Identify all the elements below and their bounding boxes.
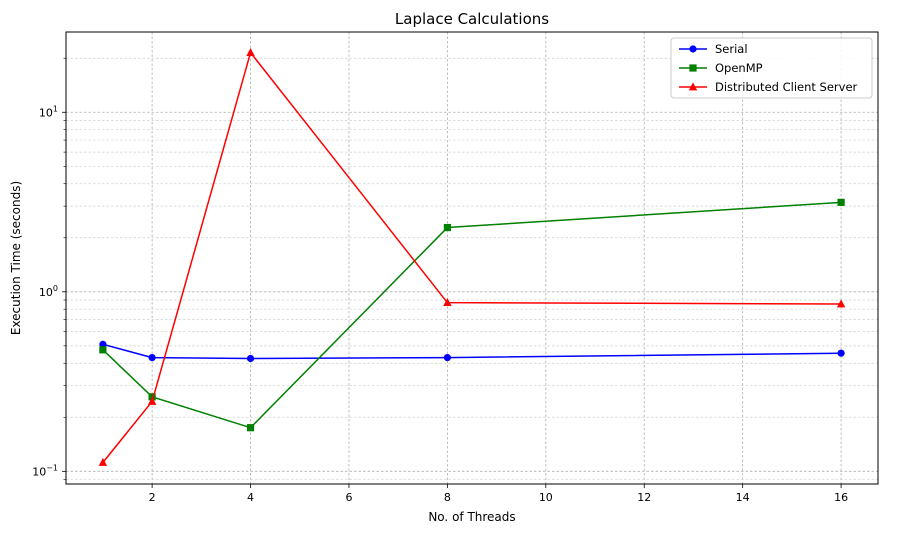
legend-item: Serial — [679, 42, 748, 56]
data-point — [443, 298, 452, 307]
data-point — [148, 354, 156, 362]
x-tick-label: 2 — [149, 491, 156, 504]
data-point — [99, 346, 107, 354]
plot-frame — [65, 31, 879, 485]
x-tick-label: 4 — [247, 491, 254, 504]
axis-ticks: 2 4 6 8 10 12 14 16 10−1 100 101 — [32, 57, 848, 504]
series-line — [102, 201, 842, 429]
data-point — [246, 47, 255, 56]
data-point — [246, 354, 255, 363]
chart-title: Laplace Calculations — [395, 10, 549, 28]
legend-item: OpenMP — [679, 61, 763, 75]
legend-label: Serial — [715, 42, 748, 56]
data-point — [837, 198, 845, 206]
x-tick-label: 10 — [539, 491, 553, 504]
y-tick-label: 10−1 — [32, 463, 58, 478]
series-distributed-client-server — [98, 47, 846, 466]
data-point — [147, 396, 157, 405]
data-point — [98, 457, 108, 466]
legend: Serial OpenMP Distributed Client Server — [670, 37, 873, 99]
legend-marker — [688, 82, 698, 91]
x-tick-label: 12 — [637, 491, 651, 504]
data-point — [99, 340, 107, 348]
x-axis-label: No. of Threads — [428, 510, 515, 524]
x-tick-label: 8 — [444, 491, 451, 504]
y-axis-label: Execution Time (seconds) — [9, 181, 23, 335]
legend-label: Distributed Client Server — [715, 80, 858, 94]
data-point — [443, 223, 451, 232]
series-group — [98, 47, 846, 466]
legend-item: Distributed Client Server — [679, 80, 858, 94]
x-tick-label: 6 — [345, 491, 352, 504]
data-point — [443, 354, 451, 362]
legend-box — [670, 37, 873, 99]
grid — [66, 32, 878, 484]
series-openmp — [99, 198, 845, 432]
data-point — [837, 349, 845, 357]
y-tick-label: 100 — [39, 284, 58, 299]
series-serial — [99, 340, 845, 363]
y-tick-label: 101 — [39, 104, 58, 119]
x-tick-label: 14 — [736, 491, 750, 504]
data-point — [836, 299, 846, 308]
series-line — [102, 50, 842, 463]
legend-marker — [689, 64, 697, 72]
series-line — [102, 343, 842, 360]
legend-label: OpenMP — [715, 61, 763, 75]
legend-marker — [689, 45, 697, 53]
data-point — [246, 424, 255, 432]
x-tick-label: 16 — [834, 491, 848, 504]
data-point — [148, 393, 156, 401]
